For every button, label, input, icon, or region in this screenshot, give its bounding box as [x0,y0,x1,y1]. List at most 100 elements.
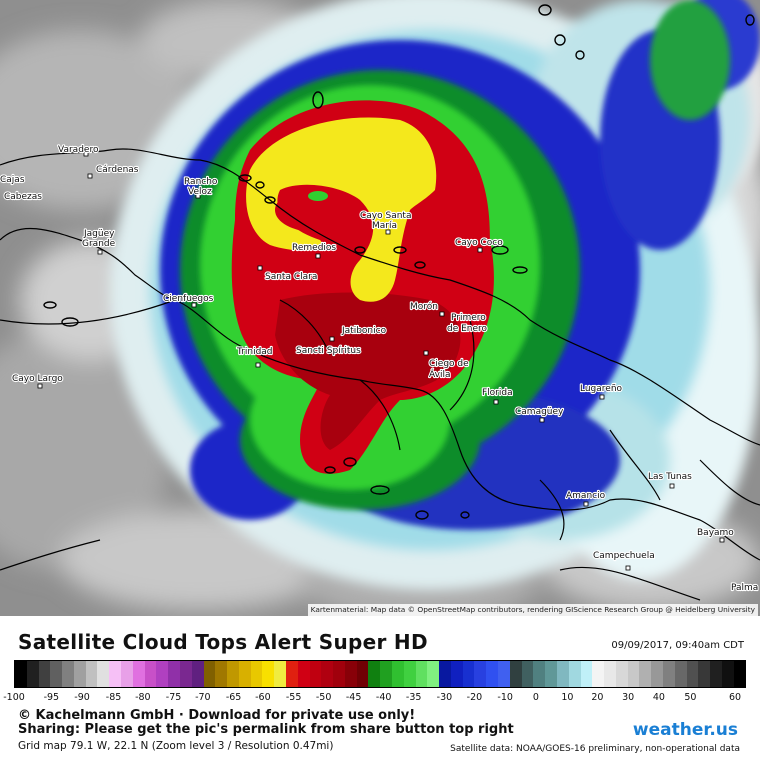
tick-label: -100 [3,692,25,703]
svg-text:Camagüey: Camagüey [515,407,564,417]
svg-text:Campechuela: Campechuela [593,551,655,561]
tick-label: 30 [622,692,635,703]
marker-lugareno [599,394,605,400]
city-label-cardenas: Cárdenas [96,165,139,175]
tick-label: -55 [285,692,302,703]
tick-label: -70 [195,692,211,703]
legend-panel [0,616,760,760]
marker-jaguey [97,249,103,255]
tick-label: -35 [405,692,422,703]
tick-label: -30 [436,692,453,703]
yellow-eyewall [246,117,437,302]
city-labels: Varadero Varadero Cárdenas Cárdenas Cabe… [0,144,759,594]
city-label-camaguey: Camagüey [515,407,564,417]
svg-text:Veloz: Veloz [188,187,212,197]
city-label-moron: Morón [410,301,438,312]
svg-text:Sancti Spíritus: Sancti Spíritus [296,346,361,356]
marker-camaguey [539,417,545,423]
city-label-amancio: Amancio [566,491,606,501]
marker-cardenas [87,173,93,179]
city-label-florida: Florida [482,388,513,398]
marker-jatibonico [329,336,335,342]
city-label-avila: Ávila [429,368,450,380]
marker-cayo-coco [477,247,483,253]
map-attribution[interactable]: Kartenmaterial: Map data © OpenStreetMap… [307,604,758,616]
dark-red-region [275,292,461,450]
marker-bayamo [719,537,725,543]
marker-cienfuegos [191,302,197,308]
tick-label: -40 [375,692,392,703]
marker-cayo-largo [37,383,43,389]
city-label-lugareno: Lugareño [580,384,623,394]
city-label-cabezas: Cabezas [4,192,42,202]
city-label-palma: Palma [731,583,758,593]
tick-label: -60 [255,692,271,703]
svg-text:Cárdenas: Cárdenas [96,165,139,175]
tick-label: -95 [43,692,60,703]
svg-text:Cayo Coco: Cayo Coco [455,238,503,248]
satellite-data-credit: Satellite data: NOAA/GOES-16 preliminary… [450,744,740,754]
tick-label: -85 [105,692,122,703]
city-label-de-enero: de Enero [447,324,488,334]
svg-text:Santa Clara: Santa Clara [265,272,317,282]
svg-text:Ávila: Ávila [429,368,450,380]
city-label-maria: María [372,221,397,231]
svg-text:Amancio: Amancio [566,491,606,501]
city-label-trinidad: Trinidad [236,347,273,357]
tick-label: 20 [591,692,604,703]
city-label-veloz: Veloz [188,187,212,197]
city-label-primero: Primero [451,313,486,323]
svg-text:Trinidad: Trinidad [236,347,273,357]
city-label-cienfuegos: Cienfuegos [163,294,214,304]
sharing-text: Sharing: Please get the pic's permalink … [18,722,514,737]
svg-text:Lugareño: Lugareño [580,384,623,394]
copyright-text: © Kachelmann GmbH · Download for private… [18,708,416,723]
city-label-jatibonico: Jatibonico [341,326,387,336]
hurricane-eye [275,188,355,232]
satellite-map[interactable]: Varadero Varadero Cárdenas Cárdenas Cabe… [0,0,760,616]
svg-text:Las Tunas: Las Tunas [648,472,692,482]
city-label-campechuela: Campechuela [593,551,655,561]
marker-florida [493,399,499,405]
islands [43,4,755,520]
marker-las-tunas [669,483,675,489]
tick-label: -75 [165,692,182,703]
city-label-grande: Grande [82,239,116,249]
city-label-ciego: Ciego de [429,359,469,369]
product-title: Satellite Cloud Tops Alert Super HD [18,630,428,654]
svg-text:Cayo Santa: Cayo Santa [360,211,411,221]
tick-label: 40 [652,692,665,703]
tick-label: 0 [532,692,539,703]
city-label-cayo-santa: Cayo Santa [360,211,411,221]
svg-text:Primero: Primero [451,313,486,323]
city-label-varadero: Varadero [58,145,99,155]
svg-text:Ciego de: Ciego de [429,359,469,369]
svg-text:Cajas: Cajas [0,175,25,185]
svg-text:Cienfuegos: Cienfuegos [163,294,214,304]
svg-text:de Enero: de Enero [447,324,488,334]
svg-text:María: María [372,221,397,231]
timestamp: 09/09/2017, 09:40am CDT [611,640,744,651]
tick-label: -50 [315,692,332,703]
marker-moron [439,311,445,317]
marker-trinidad [255,362,261,368]
tick-label: -10 [497,692,513,703]
scale-ticks: -100 -95 -90 -85 -80 -75 -70 -65 -60 -55… [3,692,746,704]
city-label-rancho: Rancho [184,177,218,187]
tick-label: -20 [466,692,483,703]
tick-label: 50 [684,692,697,703]
tick-label: -65 [225,692,242,703]
marker-campechuela [625,565,631,571]
marker-varadero [83,151,89,157]
satellite-map-svg: Varadero Varadero Cárdenas Cárdenas Cabe… [0,0,760,616]
city-markers [37,151,725,571]
svg-text:Remedios: Remedios [292,243,336,253]
svg-text:Morón: Morón [410,301,438,312]
color-scale [14,660,746,688]
city-label-cayo-coco: Cayo Coco [455,238,503,248]
svg-text:Varadero: Varadero [58,145,99,155]
tick-label: -80 [135,692,151,703]
weather-us-logo[interactable]: weather.us [632,720,738,740]
city-label-cayo-largo: Cayo Largo [12,374,63,384]
city-label-las-tunas: Las Tunas [648,472,692,482]
